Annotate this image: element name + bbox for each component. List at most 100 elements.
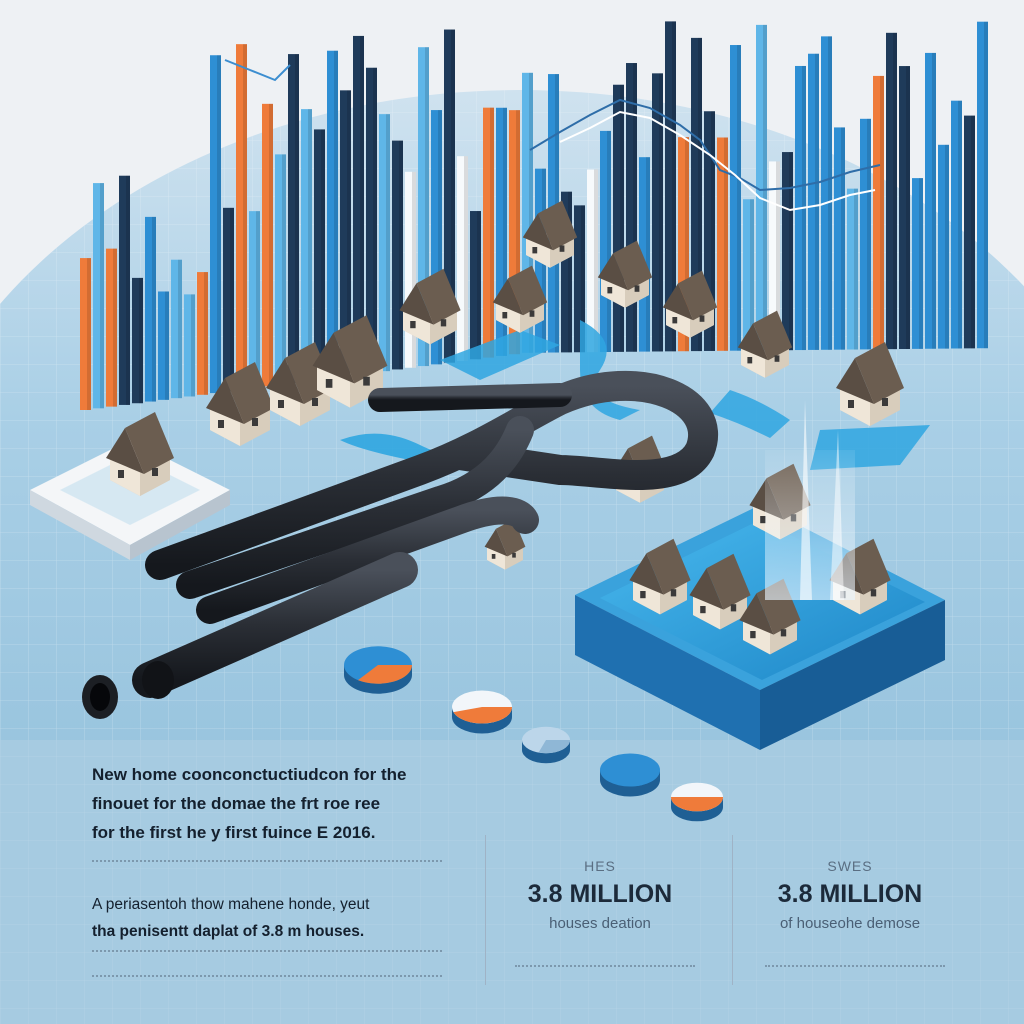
bar — [483, 107, 494, 358]
bar — [392, 140, 403, 370]
pipe-network — [82, 371, 718, 719]
bar — [184, 294, 195, 397]
stat-value: 3.8 MILLION — [777, 880, 923, 908]
stat-divider — [485, 835, 486, 985]
bar — [145, 216, 156, 402]
stat-caption: of houseohe demose — [779, 915, 921, 932]
bar — [730, 45, 741, 351]
body-line-1: A periasentoh thow mahene honde, yeut — [92, 896, 370, 913]
pie-chart-icon — [344, 646, 412, 694]
bar — [912, 178, 923, 349]
bar — [756, 24, 767, 351]
bar — [704, 111, 715, 351]
bar — [301, 109, 312, 382]
house-icon — [522, 200, 578, 268]
bar — [821, 36, 832, 350]
bar — [925, 52, 936, 349]
house-icon — [206, 362, 274, 446]
bar — [951, 100, 962, 349]
fine-print — [92, 975, 442, 978]
house-icon — [737, 310, 793, 378]
bar — [158, 291, 169, 400]
bar — [522, 72, 533, 353]
bar — [873, 75, 884, 350]
bar — [639, 157, 650, 352]
body-text: A periasentoh thow mahene honde, yeut th… — [92, 891, 472, 945]
stat-label: SWES — [827, 858, 873, 874]
bar — [938, 144, 949, 349]
stat-divider — [732, 835, 733, 985]
bar — [834, 127, 845, 350]
bar — [106, 248, 117, 407]
bar — [353, 35, 364, 375]
bar — [470, 211, 481, 360]
bar — [210, 55, 221, 394]
fine-print — [765, 965, 945, 968]
water-fountain-icon — [765, 400, 855, 600]
fine-print — [92, 860, 442, 863]
pie-chart-icon — [671, 782, 723, 822]
headline: New home coonconctuctiudcon for the fino… — [92, 760, 472, 847]
house-icon — [836, 342, 904, 426]
bar — [509, 110, 520, 355]
bar — [496, 107, 507, 356]
bar — [743, 199, 754, 351]
bar — [886, 32, 897, 350]
pie-chart-icon — [600, 753, 660, 797]
house-icon — [629, 538, 691, 615]
bar — [366, 67, 377, 373]
bar — [405, 171, 416, 368]
headline-line-3: for the first he y first fuince E 2016. — [92, 823, 376, 842]
trend-line — [224, 59, 881, 212]
headline-line-1: New home coonconctuctiudcon for the — [92, 765, 407, 784]
bar — [561, 191, 572, 353]
bar — [860, 118, 871, 350]
pie-chart-icon — [452, 690, 512, 734]
bar — [600, 130, 611, 352]
bar — [613, 84, 624, 352]
fine-print — [92, 950, 442, 953]
stat-card: SWES 3.8 MILLION of houseohe demose — [735, 858, 965, 932]
house-icon — [689, 553, 751, 630]
bar — [444, 29, 455, 363]
bar — [223, 207, 234, 392]
bar — [457, 156, 468, 361]
bar — [574, 205, 585, 353]
bar — [665, 21, 676, 352]
bar — [977, 21, 988, 349]
bar — [236, 44, 247, 390]
stat-caption: houses deation — [549, 915, 651, 932]
bar — [626, 63, 637, 352]
bar — [418, 47, 429, 367]
bar — [587, 169, 598, 353]
bar — [132, 277, 143, 404]
bar — [964, 115, 975, 349]
bar — [119, 175, 130, 405]
bar — [379, 114, 390, 372]
bar — [678, 137, 689, 352]
pool-platform-left — [30, 440, 230, 560]
bar — [314, 129, 325, 380]
house-icon — [492, 265, 548, 333]
bar — [691, 37, 702, 352]
pie-chart-group — [344, 646, 723, 822]
bar — [899, 66, 910, 350]
house-icon — [106, 412, 174, 496]
bar — [197, 272, 208, 395]
bar — [782, 152, 793, 351]
bar — [652, 73, 663, 352]
house-icon — [312, 315, 388, 408]
stat-value: 3.8 MILLION — [527, 880, 673, 908]
stat-card: HES 3.8 MILLION houses deation — [485, 858, 715, 932]
bar — [80, 258, 91, 410]
bar — [431, 110, 442, 365]
bar — [327, 50, 338, 378]
pie-chart-icon — [522, 726, 570, 764]
bar — [171, 259, 182, 399]
bar — [847, 188, 858, 350]
house-icon — [597, 240, 653, 308]
fine-print — [515, 965, 695, 968]
body-line-2: tha penisentt daplat of 3.8 m houses. — [92, 923, 365, 940]
bar — [262, 103, 273, 387]
